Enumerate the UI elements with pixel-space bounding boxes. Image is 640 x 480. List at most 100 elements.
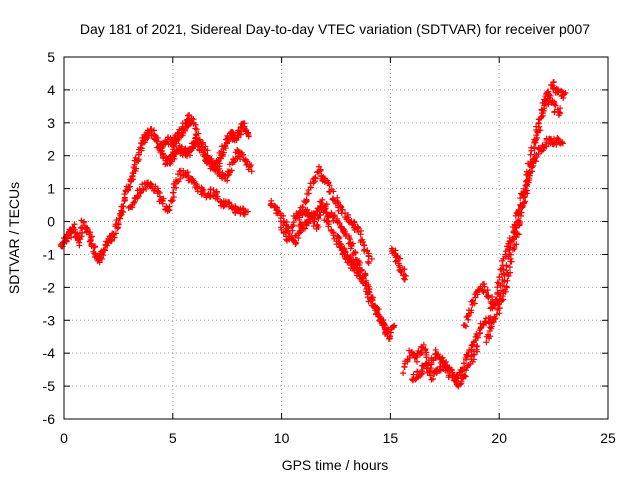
series-track-middle-mid bbox=[335, 234, 393, 342]
data-point bbox=[171, 136, 178, 143]
data-point bbox=[64, 235, 71, 242]
data-point bbox=[196, 136, 203, 143]
data-point bbox=[392, 258, 399, 265]
data-point bbox=[179, 123, 186, 130]
data-point bbox=[224, 172, 231, 179]
data-point bbox=[339, 206, 346, 213]
data-point bbox=[68, 228, 75, 235]
data-point bbox=[120, 203, 127, 210]
data-point bbox=[438, 358, 445, 365]
data-point bbox=[239, 151, 246, 158]
data-point bbox=[496, 310, 503, 317]
data-point bbox=[335, 234, 342, 241]
data-point bbox=[496, 305, 503, 312]
data-point bbox=[541, 102, 548, 109]
data-point bbox=[342, 249, 349, 256]
data-point bbox=[320, 206, 327, 213]
data-point bbox=[503, 262, 510, 269]
data-point bbox=[527, 161, 534, 168]
data-point bbox=[213, 189, 220, 196]
data-point bbox=[414, 368, 421, 375]
data-point bbox=[374, 311, 381, 318]
data-point bbox=[387, 329, 394, 336]
data-point bbox=[245, 133, 252, 140]
series-track-lower bbox=[125, 167, 251, 218]
data-point bbox=[544, 95, 551, 102]
y-tick-label: -5 bbox=[43, 378, 56, 394]
x-tick-label: 25 bbox=[600, 430, 616, 446]
data-point bbox=[559, 139, 566, 146]
data-point bbox=[543, 98, 550, 105]
series-track-valley bbox=[400, 90, 564, 384]
data-point bbox=[91, 244, 98, 251]
data-point bbox=[522, 198, 529, 205]
data-point bbox=[153, 137, 160, 144]
data-point bbox=[215, 157, 222, 164]
data-point bbox=[313, 222, 320, 229]
data-point bbox=[538, 113, 545, 120]
data-point bbox=[522, 187, 529, 194]
data-point bbox=[503, 283, 510, 290]
data-point bbox=[225, 135, 232, 142]
data-point bbox=[540, 107, 547, 114]
data-point bbox=[349, 240, 356, 247]
data-point bbox=[499, 282, 506, 289]
data-point bbox=[125, 183, 132, 190]
data-point bbox=[552, 102, 559, 109]
data-point bbox=[245, 129, 252, 136]
data-point bbox=[299, 208, 306, 215]
data-point bbox=[560, 95, 567, 102]
data-point bbox=[545, 88, 552, 95]
data-point bbox=[81, 218, 88, 225]
x-tick-label: 0 bbox=[60, 430, 68, 446]
series-track-upper-stub bbox=[169, 112, 195, 153]
data-point bbox=[465, 312, 472, 319]
data-point bbox=[401, 276, 408, 283]
data-point bbox=[331, 212, 338, 219]
data-point bbox=[484, 287, 491, 294]
data-point bbox=[385, 335, 392, 342]
data-point bbox=[115, 221, 122, 228]
data-point bbox=[176, 134, 183, 141]
data-point bbox=[507, 251, 514, 258]
data-point bbox=[474, 348, 481, 355]
data-point bbox=[390, 324, 397, 331]
y-tick-label: 0 bbox=[47, 214, 55, 230]
data-point bbox=[341, 248, 348, 255]
data-point bbox=[335, 207, 342, 214]
data-point bbox=[443, 358, 450, 365]
data-point bbox=[524, 190, 531, 197]
data-point bbox=[401, 266, 408, 273]
data-point bbox=[178, 143, 185, 150]
data-point bbox=[186, 112, 193, 119]
data-point bbox=[216, 160, 223, 167]
data-point bbox=[363, 285, 370, 292]
data-point bbox=[351, 219, 358, 226]
series-track-rise-b bbox=[460, 135, 566, 330]
data-point bbox=[334, 197, 341, 204]
data-point bbox=[554, 135, 561, 142]
data-point bbox=[391, 250, 398, 257]
data-point bbox=[317, 198, 324, 205]
data-point bbox=[168, 198, 175, 205]
data-point bbox=[401, 363, 408, 370]
data-point bbox=[474, 343, 481, 350]
data-point bbox=[169, 189, 176, 196]
data-point bbox=[559, 140, 566, 147]
data-point bbox=[98, 256, 105, 263]
data-point bbox=[503, 243, 510, 250]
data-point bbox=[244, 208, 251, 215]
data-point bbox=[290, 219, 297, 226]
grid bbox=[64, 57, 608, 419]
y-tick-label: 4 bbox=[47, 82, 55, 98]
data-point bbox=[301, 225, 308, 232]
data-point bbox=[359, 279, 366, 286]
data-point bbox=[509, 237, 516, 244]
data-point bbox=[357, 231, 364, 238]
data-point bbox=[114, 225, 121, 232]
data-point bbox=[63, 231, 70, 238]
data-point bbox=[101, 247, 108, 254]
series-track-valley-lower bbox=[409, 343, 481, 390]
data-point bbox=[334, 215, 341, 222]
data-point bbox=[562, 89, 569, 96]
